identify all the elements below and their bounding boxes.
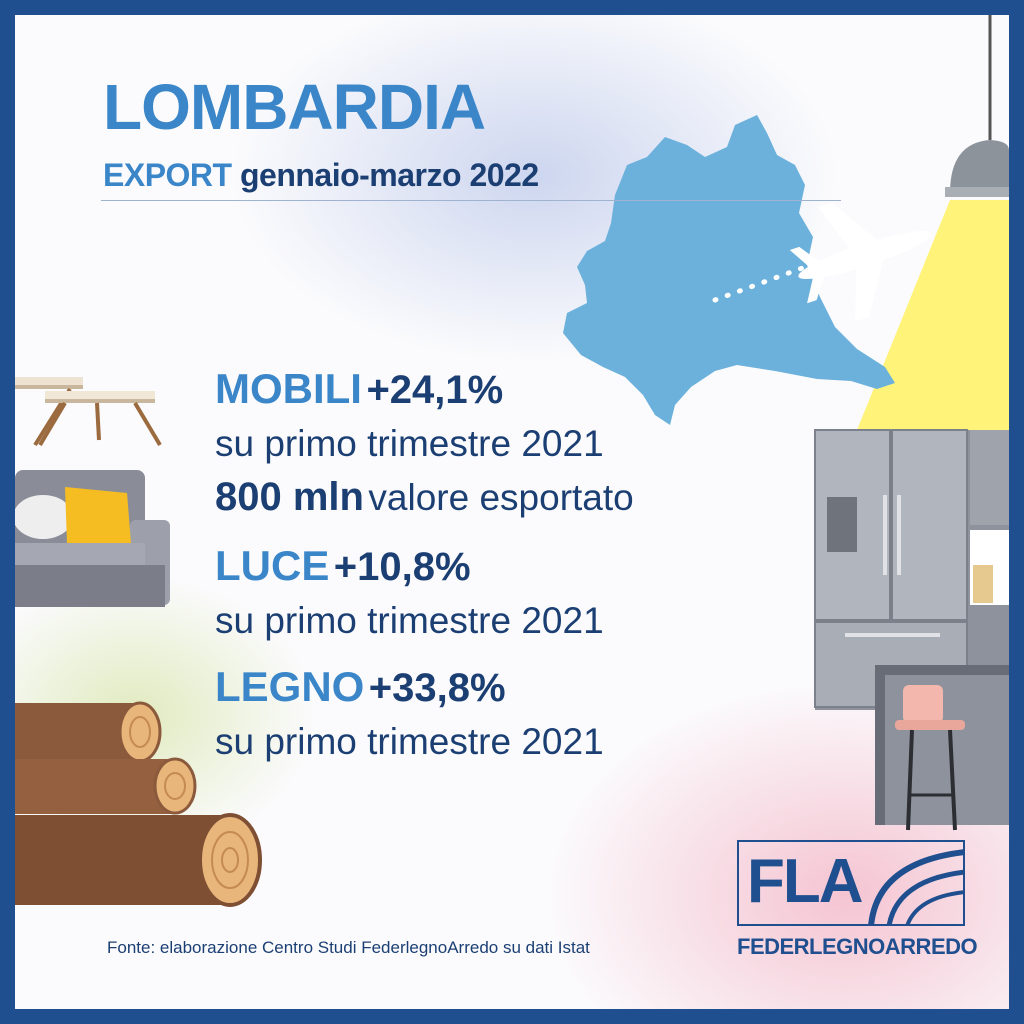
subtitle-export: EXPORT (103, 157, 232, 193)
stat-luce: LUCE +10,8% (215, 542, 471, 590)
stat-mobili-value-amount: 800 mln (215, 475, 364, 519)
ceiling-lamp-icon (945, 15, 1009, 197)
stat-legno-comparison: su primo trimestre 2021 (215, 721, 604, 762)
lombardia-map-icon (563, 115, 895, 425)
fla-logo-letters: FLA (747, 847, 864, 916)
stat-mobili: MOBILI +24,1% (215, 365, 503, 413)
stat-legno: LEGNO +33,8% (215, 663, 506, 711)
stat-legno-category: LEGNO (215, 663, 365, 710)
stat-mobili-change: +24,1% (366, 368, 504, 412)
fla-logo-box: FLA (737, 840, 965, 926)
airplane-icon (789, 202, 932, 322)
stat-luce-change: +10,8% (333, 545, 471, 589)
subtitle-period: gennaio-marzo 2022 (239, 157, 539, 193)
bar-stool-icon (895, 685, 965, 831)
source-note: Fonte: elaborazione Centro Studi Federle… (107, 938, 590, 957)
title-divider (101, 200, 841, 201)
stat-mobili-value-label: valore esportato (368, 477, 634, 518)
fla-logo-wordmark: FEDERLEGNOARREDO (737, 934, 978, 959)
lamp-light-beam (855, 200, 1009, 435)
fla-logo-arc-icon (868, 849, 963, 924)
flight-path (712, 264, 808, 303)
stat-mobili-category: MOBILI (215, 365, 362, 412)
logs-icon (15, 701, 262, 907)
coffee-table-icon (15, 377, 162, 447)
stat-legno-change: +33,8% (368, 666, 506, 710)
fla-logo: FLA FEDERLEGNOARREDO (737, 840, 987, 970)
sofa-icon (15, 470, 170, 607)
stat-luce-comparison: su primo trimestre 2021 (215, 600, 604, 641)
subtitle: EXPORT gennaio-marzo 2022 (103, 157, 539, 194)
page-title: LOMBARDIA (103, 71, 486, 143)
stat-luce-category: LUCE (215, 542, 330, 589)
stat-mobili-comparison: su primo trimestre 2021 (215, 423, 604, 464)
illustration-layer (15, 15, 1009, 907)
stat-mobili-value: 800 mln valore esportato (215, 475, 634, 520)
